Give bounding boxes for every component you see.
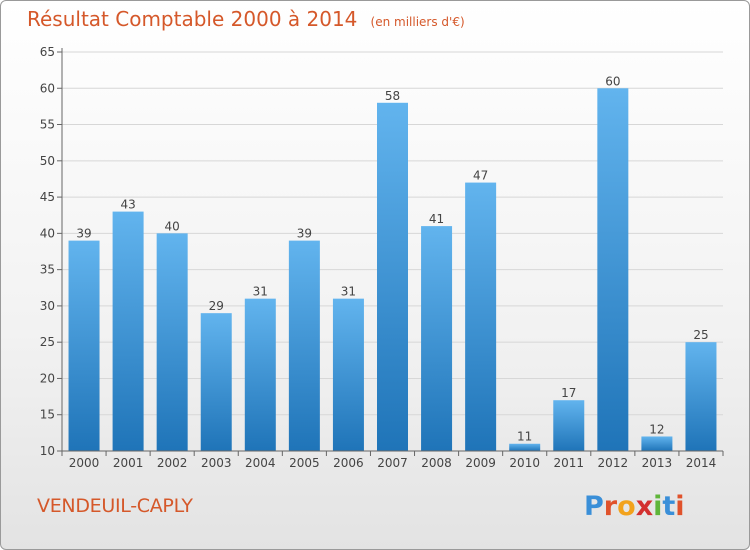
x-tick-label: 2012 — [598, 456, 629, 470]
x-tick-label: 2011 — [553, 456, 584, 470]
data-label-2001: 43 — [120, 198, 135, 212]
bars — [68, 88, 717, 452]
x-tick-label: 2009 — [465, 456, 496, 470]
bar-2007 — [377, 102, 408, 452]
logo-letter: i — [675, 491, 685, 522]
logo-letter: x — [635, 491, 654, 522]
bar-2008 — [421, 226, 453, 451]
logo-letter: t — [662, 491, 676, 522]
logo-letter: P — [584, 491, 604, 522]
bar-2009 — [465, 182, 497, 451]
chart-title: Résultat Comptable 2000 à 2014 — [27, 7, 358, 31]
commune-name: VENDEUIL-CAPLY — [37, 495, 193, 517]
bar-2002 — [156, 233, 188, 451]
y-tick-label: 15 — [40, 408, 55, 422]
bar-2001 — [112, 211, 144, 451]
data-label-2006: 31 — [341, 285, 356, 299]
y-tick-label: 40 — [40, 226, 55, 240]
x-tick-label: 2003 — [201, 456, 232, 470]
x-tick-label: 2005 — [289, 456, 320, 470]
y-axis-ticks: 10 15 20 25 30 35 40 45 50 55 60 65 — [40, 45, 62, 458]
chart-subtitle: (en milliers d'€) — [370, 15, 465, 29]
x-tick-label: 2001 — [113, 456, 144, 470]
bar-2012 — [597, 88, 629, 451]
data-label-2000: 39 — [76, 227, 91, 241]
x-axis-ticks: 2000 2001 2002 2003 2004 2005 2006 2007 2008 2009… — [61, 451, 724, 470]
bar-2014 — [685, 342, 717, 451]
x-tick-label: 2002 — [157, 456, 188, 470]
x-tick-label: 2007 — [377, 456, 408, 470]
data-label-2011: 17 — [561, 386, 576, 400]
x-tick-label: 2013 — [642, 456, 673, 470]
bar-2010 — [509, 443, 541, 451]
y-tick-label: 20 — [40, 371, 55, 385]
chart-title-block: Résultat Comptable 2000 à 2014 (en milli… — [27, 7, 465, 31]
x-tick-label: 2004 — [245, 456, 276, 470]
x-tick-label: 2008 — [421, 456, 452, 470]
data-label-2012: 60 — [605, 74, 620, 88]
y-tick-label: 60 — [40, 81, 55, 95]
data-label-2005: 39 — [297, 227, 312, 241]
y-tick-label: 35 — [40, 263, 55, 277]
y-tick-label: 25 — [40, 335, 55, 349]
data-label-2013: 12 — [649, 422, 664, 436]
logo-letter: r — [603, 491, 618, 522]
logo-letter: i — [653, 491, 663, 522]
bar-2000 — [68, 240, 100, 451]
bar-2003 — [200, 313, 232, 451]
x-tick-label: 2000 — [69, 456, 100, 470]
data-label-2003: 29 — [209, 299, 224, 313]
data-labels: 39 43 40 29 31 39 31 58 41 47 11 17 60 12 25 — [76, 74, 708, 443]
data-label-2009: 47 — [473, 169, 488, 183]
y-tick-label: 55 — [40, 118, 55, 132]
data-label-2008: 41 — [429, 212, 444, 226]
data-label-2004: 31 — [253, 285, 268, 299]
y-tick-label: 45 — [40, 190, 55, 204]
data-label-2010: 11 — [517, 430, 532, 444]
bar-2011 — [553, 400, 585, 451]
bar-2013 — [641, 436, 673, 451]
x-tick-label: 2006 — [333, 456, 364, 470]
bar-2005 — [288, 240, 320, 451]
data-label-2007: 58 — [385, 89, 400, 103]
logo-letter: o — [617, 491, 636, 522]
bar-2004 — [244, 298, 276, 451]
bar-2006 — [332, 298, 364, 451]
x-tick-label: 2014 — [686, 456, 717, 470]
x-tick-label: 2010 — [509, 456, 540, 470]
y-tick-label: 30 — [40, 299, 55, 313]
y-tick-label: 65 — [40, 45, 55, 59]
y-tick-label: 50 — [40, 154, 55, 168]
data-label-2014: 25 — [693, 328, 708, 342]
y-tick-label: 10 — [40, 444, 55, 458]
data-label-2002: 40 — [165, 219, 180, 233]
proxiti-logo: Proxiti — [584, 491, 685, 522]
